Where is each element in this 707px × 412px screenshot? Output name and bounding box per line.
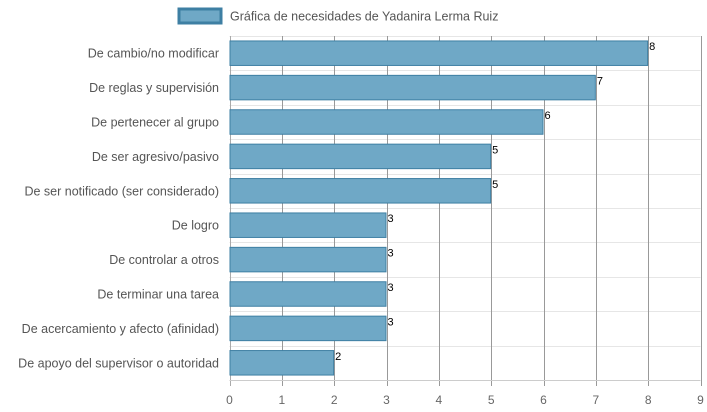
legend-swatch[interactable]	[177, 7, 223, 25]
bar[interactable]	[229, 246, 387, 273]
category-label: De reglas y supervisión	[89, 81, 219, 95]
x-tick-label: 8	[645, 393, 652, 407]
value-label: 3	[388, 282, 394, 294]
value-labels: 8 7 6 5 5 3 3 3 3 2	[335, 41, 655, 363]
category-label: De acercamiento y afecto (afinidad)	[22, 322, 219, 336]
x-tick-label: 3	[383, 393, 390, 407]
bar[interactable]	[229, 40, 649, 66]
legend-label[interactable]: Gráfica de necesidades de Yadanira Lerma…	[230, 10, 498, 24]
x-tick-label: 0	[226, 393, 233, 407]
value-label: 2	[335, 351, 341, 363]
bar[interactable]	[229, 178, 492, 204]
category-label: De logro	[172, 219, 219, 233]
x-tick-label: 9	[697, 393, 704, 407]
x-tick-label: 1	[278, 393, 285, 407]
category-label: De cambio/no modificar	[88, 47, 219, 61]
x-tick-label: 4	[435, 393, 442, 407]
value-label: 6	[545, 110, 551, 122]
value-label: 5	[492, 179, 498, 191]
bar[interactable]	[229, 281, 387, 307]
category-label: De terminar una tarea	[97, 288, 219, 302]
x-tick-label: 7	[592, 393, 599, 407]
category-label: De apoyo del supervisor o autoridad	[18, 356, 219, 370]
x-tick-label: 2	[331, 393, 338, 407]
bar[interactable]	[229, 143, 492, 170]
category-label: De controlar a otros	[109, 253, 219, 267]
category-labels: De cambio/no modificar De reglas y superv…	[18, 47, 219, 371]
bar[interactable]	[229, 315, 387, 342]
value-label: 3	[388, 316, 394, 328]
category-label: De ser notificado (ser considerado)	[24, 184, 219, 198]
bar[interactable]	[229, 212, 387, 238]
x-axis-ticks: 0 1 2 3 4 5 6 7 8 9	[226, 393, 704, 407]
bar[interactable]	[229, 350, 335, 376]
bar[interactable]	[229, 74, 596, 101]
value-label: 5	[492, 144, 498, 156]
value-label: 3	[388, 213, 394, 225]
x-tick-label: 6	[540, 393, 547, 407]
value-label: 8	[649, 41, 655, 53]
x-tick-label: 5	[488, 393, 495, 407]
bar[interactable]	[229, 109, 544, 135]
category-label: De ser agresivo/pasivo	[92, 150, 219, 164]
bars	[229, 40, 649, 376]
value-label: 7	[597, 76, 603, 88]
value-label: 3	[388, 248, 394, 260]
category-label: De pertenecer al grupo	[91, 116, 219, 130]
legend[interactable]: Gráfica de necesidades de Yadanira Lerma…	[177, 7, 498, 25]
